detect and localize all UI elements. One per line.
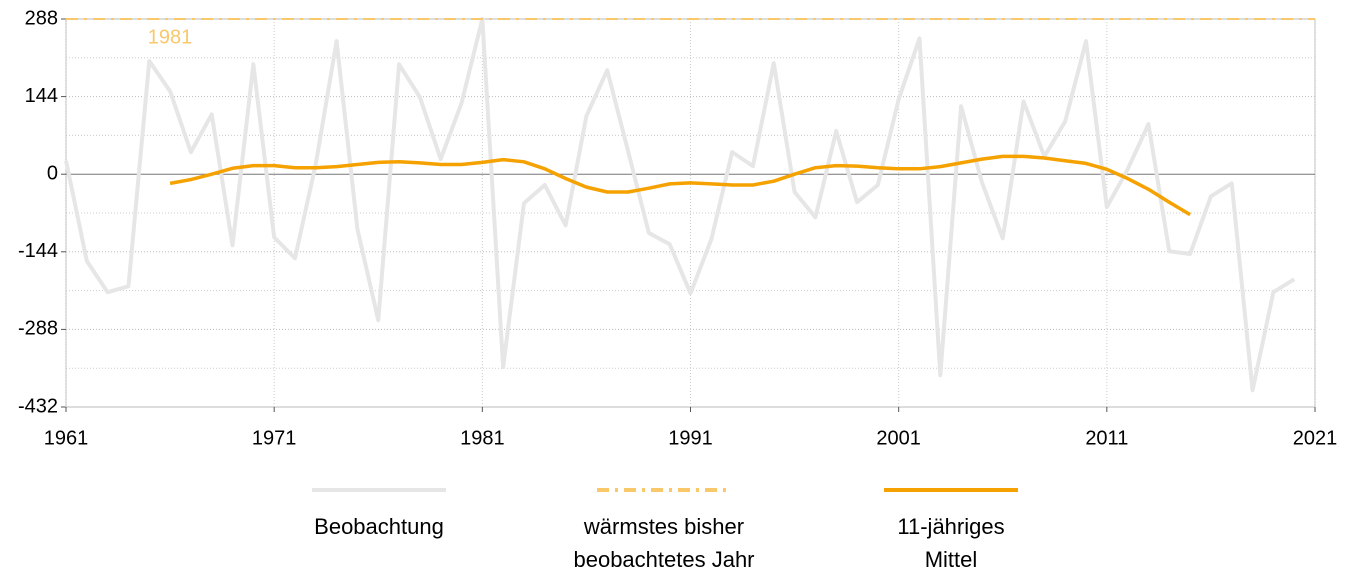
series-line	[169, 154, 1191, 217]
legend-label: wärmstes bisher beobachtetes Jahr	[573, 514, 755, 572]
x-tick-label: 1991	[668, 427, 713, 449]
y-tick-label: -432	[18, 395, 58, 417]
x-tick-label: 1961	[44, 427, 89, 449]
x-tick-label: 2001	[876, 427, 921, 449]
y-tick-label: 288	[25, 7, 58, 29]
y-tick-label: -288	[18, 318, 58, 340]
series-line	[64, 17, 1296, 393]
x-tick-label: 1981	[460, 427, 505, 449]
x-tick-label: 2011	[1085, 427, 1128, 449]
y-tick-label: -144	[18, 240, 58, 262]
legend-label: Beobachtung	[314, 514, 444, 539]
x-tick-label: 2021	[1293, 427, 1338, 449]
warmest-year-label: 1981	[148, 26, 193, 48]
legend-label: 11-jähriges Mittel	[897, 514, 1005, 572]
y-tick-label: 144	[25, 85, 58, 107]
y-tick-label: 0	[47, 162, 58, 184]
x-tick-label: 1971	[252, 427, 297, 449]
